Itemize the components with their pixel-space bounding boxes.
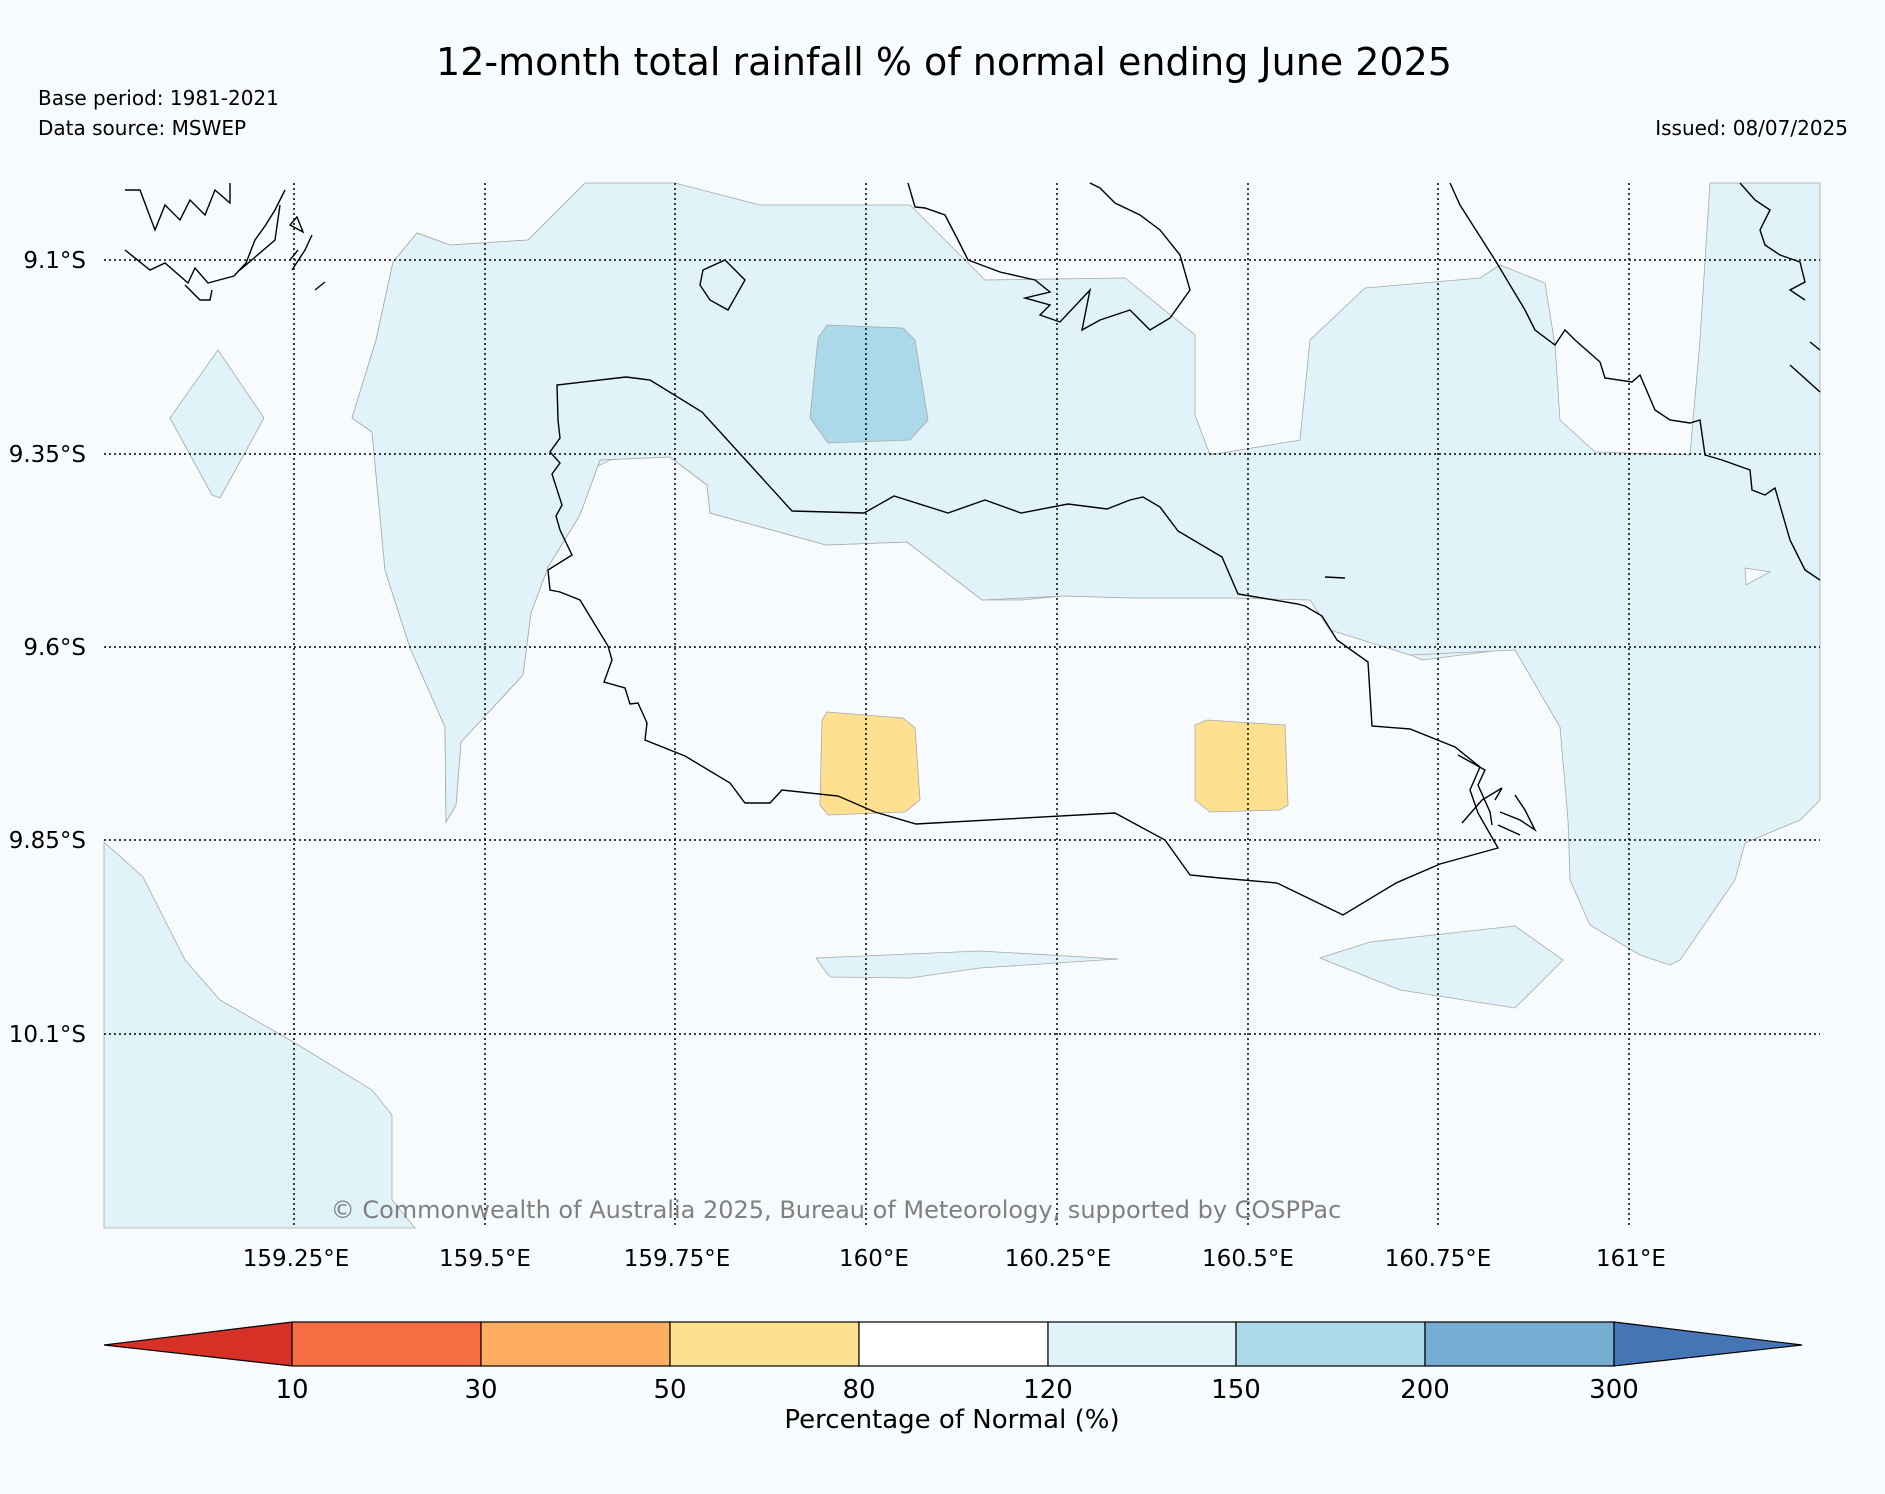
data-source: Data source: MSWEP bbox=[38, 116, 246, 140]
colorbar-tick-label: 50 bbox=[653, 1375, 686, 1405]
colorbar-segment-10-30 bbox=[291, 1321, 482, 1367]
rain-region-west-diamond bbox=[169, 349, 265, 499]
north-islet-coastline bbox=[1324, 576, 1346, 579]
colorbar-tick-label: 200 bbox=[1400, 1375, 1450, 1405]
lon-label: 160.25°E bbox=[1005, 1246, 1112, 1272]
rain-region-150-200 bbox=[809, 324, 929, 444]
rain-region-south-strip bbox=[815, 950, 1119, 979]
base-period: Base period: 1981-2021 bbox=[38, 86, 279, 110]
colorbar-tick-label: 300 bbox=[1589, 1375, 1639, 1405]
colorbar-segment-120-150 bbox=[1047, 1321, 1237, 1367]
colorbar-tick-label: 10 bbox=[275, 1375, 308, 1405]
rain-region-southeast-blob bbox=[1318, 925, 1564, 1009]
lat-label: 9.85°S bbox=[9, 828, 86, 854]
colorbar-segment-50-80 bbox=[669, 1321, 860, 1367]
lat-label: 9.35°S bbox=[9, 442, 86, 468]
colorbar-tick-label: 150 bbox=[1211, 1375, 1261, 1405]
colorbar-segment-80-120 bbox=[858, 1321, 1049, 1367]
colorbar-segment-above-300 bbox=[1613, 1321, 1803, 1367]
malaita-coastline bbox=[1449, 182, 1821, 581]
rain-region-north-belt bbox=[351, 182, 1821, 966]
colorbar-tick-label: 30 bbox=[464, 1375, 497, 1405]
rain-region-50-80-west bbox=[819, 711, 921, 816]
florida-islands-coastline bbox=[907, 182, 1191, 332]
rain-region-southwest bbox=[103, 841, 416, 1229]
figure-title: 12-month total rainfall % of normal endi… bbox=[436, 40, 1452, 84]
rainfall-120-150-regions bbox=[103, 182, 1821, 1229]
guadalcanal-coastline bbox=[547, 376, 1500, 916]
copyright-credit: © Commonwealth of Australia 2025, Bureau… bbox=[331, 1196, 1342, 1224]
lon-label: 160°E bbox=[839, 1246, 909, 1272]
map-panel: © Commonwealth of Australia 2025, Bureau… bbox=[103, 182, 1821, 1229]
lon-label: 160.5°E bbox=[1202, 1246, 1294, 1272]
lat-label: 9.6°S bbox=[23, 635, 86, 661]
lon-label: 160.75°E bbox=[1385, 1246, 1492, 1272]
lat-label: 10.1°S bbox=[9, 1022, 86, 1048]
colorbar-segment-30-50 bbox=[480, 1321, 671, 1367]
lat-label: 9.1°S bbox=[23, 248, 86, 274]
rainfall-50-80-regions bbox=[819, 711, 1289, 816]
graticule bbox=[104, 183, 1820, 1228]
longitude-labels: 159.25°E 159.5°E 159.75°E 160°E 160.25°E… bbox=[243, 1246, 1666, 1272]
colorbar-segment-below-10 bbox=[103, 1321, 293, 1367]
lon-label: 159.25°E bbox=[243, 1246, 350, 1272]
colorbar-segment-200-300 bbox=[1424, 1321, 1615, 1367]
issued-date: Issued: 08/07/2025 bbox=[1655, 116, 1848, 140]
lon-label: 161°E bbox=[1596, 1246, 1666, 1272]
colorbar-legend: 10 30 50 80 120 150 200 300 Percentage o… bbox=[103, 1321, 1803, 1435]
rain-region-50-80-east bbox=[1194, 719, 1289, 813]
colorbar-title: Percentage of Normal (%) bbox=[784, 1405, 1119, 1435]
coastlines bbox=[124, 182, 1821, 916]
latitude-labels: 9.1°S 9.35°S 9.6°S 9.85°S 10.1°S bbox=[9, 248, 86, 1048]
lon-label: 159.75°E bbox=[624, 1246, 731, 1272]
lon-label: 159.5°E bbox=[439, 1246, 531, 1272]
colorbar-tick-label: 80 bbox=[842, 1375, 875, 1405]
malaita-east-coastline bbox=[1739, 182, 1821, 393]
marau-coastline bbox=[1457, 754, 1537, 836]
colorbar-tick-label: 120 bbox=[1023, 1375, 1073, 1405]
rain-region-east-notch bbox=[1744, 567, 1772, 586]
colorbar-segment-150-200 bbox=[1235, 1321, 1426, 1367]
